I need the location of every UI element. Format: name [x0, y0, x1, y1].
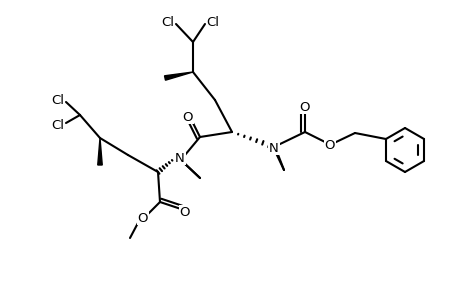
- Text: O: O: [137, 212, 148, 224]
- Text: O: O: [182, 110, 193, 124]
- Text: Cl: Cl: [51, 94, 64, 106]
- Text: N: N: [269, 142, 278, 154]
- Polygon shape: [98, 138, 102, 165]
- Text: O: O: [299, 100, 309, 113]
- Text: N: N: [175, 152, 185, 164]
- Text: Cl: Cl: [51, 118, 64, 131]
- Text: O: O: [179, 206, 190, 218]
- Polygon shape: [164, 72, 193, 80]
- Text: O: O: [324, 139, 335, 152]
- Text: Cl: Cl: [206, 16, 219, 28]
- Text: Cl: Cl: [161, 16, 174, 28]
